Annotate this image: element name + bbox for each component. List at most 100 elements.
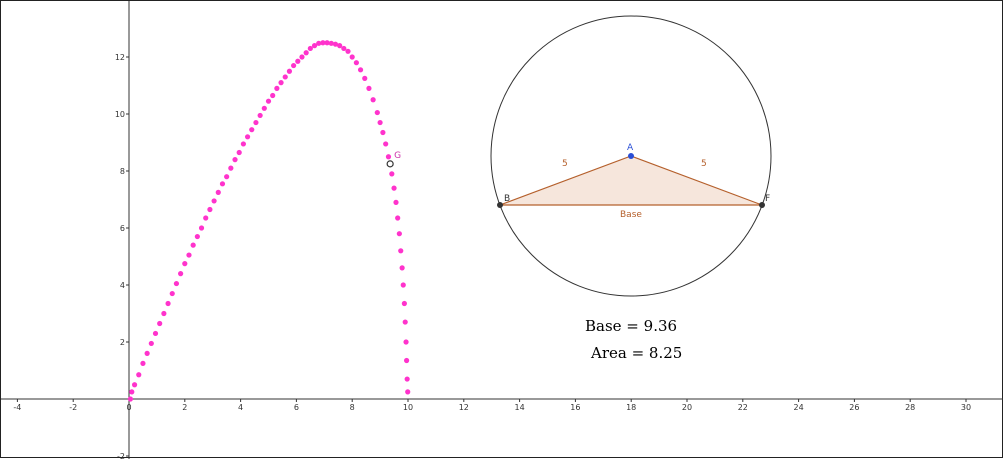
- locus-point: [320, 40, 326, 46]
- label-f: F: [765, 194, 770, 204]
- y-tick-label: 2: [120, 338, 125, 347]
- label-side-af: 5: [701, 159, 707, 169]
- x-tick-label: 14: [515, 403, 525, 412]
- locus-point: [324, 40, 330, 46]
- locus-point: [265, 98, 272, 104]
- tick-labels: -4 -2 0 2 4 6 8 10 12 14 16 18 20 22 24 26 28 30-22468101…: [13, 53, 971, 459]
- locus-point: [178, 271, 184, 277]
- locus-point: [129, 389, 135, 395]
- locus-point: [152, 330, 159, 337]
- locus-point: [244, 134, 251, 140]
- locus-point: [398, 248, 404, 254]
- locus-point: [136, 372, 142, 378]
- point-f[interactable]: [759, 202, 765, 208]
- locus-point: [328, 40, 334, 46]
- locus-point: [393, 199, 399, 205]
- locus-point: [270, 92, 276, 99]
- locus-point: [357, 67, 364, 73]
- locus-point: [307, 45, 313, 52]
- locus-point: [400, 282, 406, 288]
- locus-point: [311, 43, 318, 49]
- locus-point: [341, 45, 347, 52]
- locus-point: [140, 360, 146, 366]
- locus-point: [337, 43, 343, 49]
- x-tick-label: 30: [961, 403, 971, 412]
- locus-point: [131, 382, 138, 388]
- locus-point: [198, 225, 205, 231]
- x-tick-label: 8: [350, 403, 355, 412]
- locus-point: [282, 74, 288, 80]
- locus-point: [144, 350, 150, 356]
- label-base: Base: [620, 210, 642, 220]
- locus-point: [169, 290, 175, 297]
- locus-point: [353, 60, 359, 66]
- x-tick-label: -2: [69, 403, 77, 412]
- x-tick-label: 22: [738, 403, 748, 412]
- locus-point: [161, 310, 167, 317]
- locus-point: [345, 48, 351, 54]
- locus-point: [157, 320, 163, 327]
- x-tick-label: 2: [182, 403, 187, 412]
- x-tick-label: 20: [682, 403, 692, 412]
- locus-point: [274, 85, 280, 91]
- locus-point: [389, 171, 395, 177]
- locus-point: [403, 339, 409, 345]
- locus-point: [303, 50, 309, 56]
- locus-point: [194, 233, 200, 240]
- locus-point: [395, 215, 401, 221]
- locus-point: [380, 129, 386, 136]
- locus-point: [182, 261, 188, 267]
- locus-point: [190, 242, 196, 248]
- triangle-abf[interactable]: [499, 155, 763, 206]
- locus-point: [257, 112, 263, 119]
- locus-point: [391, 185, 397, 191]
- triangle-construction: A B F 5 5 Base: [490, 15, 772, 297]
- locus-point: [374, 109, 380, 116]
- label-side-ab: 5: [562, 159, 568, 169]
- x-tick-label: 18: [626, 403, 636, 412]
- x-tick-label: 10: [403, 403, 413, 412]
- x-tick-label: 6: [294, 403, 299, 412]
- point-g-label: G: [394, 151, 401, 161]
- locus-point: [236, 149, 242, 156]
- x-tick-label: 24: [794, 403, 804, 412]
- locus-point: [405, 389, 411, 395]
- label-b: B: [504, 194, 510, 204]
- point-g-marker[interactable]: [386, 160, 394, 168]
- point-g[interactable]: G: [386, 151, 401, 168]
- circle: [490, 15, 772, 297]
- locus-point: [362, 75, 368, 81]
- locus-point: [402, 319, 408, 325]
- y-tick-label: 8: [120, 167, 125, 176]
- locus-point: [203, 215, 209, 221]
- x-tick-label: 0: [126, 403, 131, 412]
- locus-point: [127, 396, 133, 402]
- locus-point: [316, 40, 322, 46]
- x-tick-label: 12: [459, 403, 469, 412]
- locus-point: [228, 165, 234, 171]
- locus-point: [299, 54, 305, 60]
- locus-point: [332, 41, 339, 47]
- locus-point: [215, 189, 221, 195]
- locus-point: [249, 127, 255, 133]
- locus-points: [127, 40, 411, 402]
- locus-point: [291, 62, 297, 69]
- locus-point: [399, 265, 405, 271]
- locus-point: [349, 54, 355, 60]
- point-a[interactable]: [628, 153, 634, 159]
- locus-point: [370, 97, 376, 103]
- y-tick-label: 6: [120, 224, 125, 233]
- y-tick-label: 12: [115, 53, 125, 62]
- x-tick-label: -4: [13, 403, 21, 412]
- y-tick-label: 4: [120, 281, 125, 290]
- y-tick-label: -2: [117, 452, 125, 459]
- locus-point: [207, 206, 213, 213]
- locus-point: [219, 181, 226, 187]
- point-b[interactable]: [497, 202, 503, 208]
- x-tick-label: 4: [238, 403, 243, 412]
- locus-point: [366, 85, 372, 91]
- base-readout: Base = 9.36: [585, 317, 678, 335]
- locus-point: [404, 357, 410, 364]
